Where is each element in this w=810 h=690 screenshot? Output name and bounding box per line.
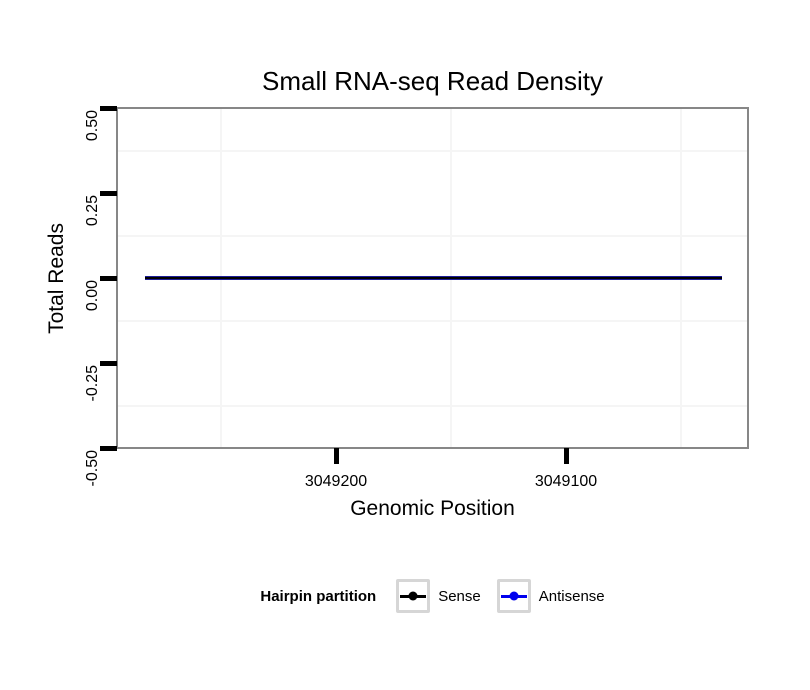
y-axis-tick-mark: [100, 360, 117, 366]
legend-item-sense: Sense: [396, 579, 481, 613]
y-axis-tick-label: -0.50: [84, 450, 101, 487]
x-axis-tick-mark: [563, 448, 569, 464]
legend-key-sense: [396, 579, 431, 613]
legend-key-point-sense: [408, 591, 418, 601]
y-axis-tick-mark: [100, 275, 117, 281]
y-axis-tick-mark: [100, 190, 117, 196]
legend-key-point-antisense: [509, 591, 519, 601]
legend-item-antisense: Antisense: [496, 579, 605, 613]
x-axis-title: Genomic Position: [350, 497, 515, 520]
legend-entry-label-antisense: Antisense: [538, 587, 605, 605]
minor-gridline-horizontal: [118, 319, 747, 322]
series-line-sense: [145, 277, 723, 279]
plot-panel: [116, 107, 749, 449]
y-axis-title-wrap: Total Reads: [42, 107, 72, 449]
minor-gridline-horizontal: [118, 149, 747, 152]
y-axis-tick-label: 0.00: [84, 280, 101, 312]
plot-title: Small RNA-seq Read Density: [261, 66, 603, 96]
y-axis-title: Total Reads: [45, 222, 68, 334]
legend-key-antisense: [496, 579, 531, 613]
legend-entry-label-sense: Sense: [438, 587, 481, 605]
x-axis-tick-mark: [333, 448, 339, 464]
minor-gridline-horizontal: [118, 404, 747, 407]
y-axis-tick-label: -0.25: [84, 365, 101, 402]
x-axis-tick-label: 3049200: [304, 473, 368, 490]
legend: Hairpin partition Sense Antisense: [116, 577, 749, 615]
y-axis-tick-mark: [100, 445, 117, 451]
minor-gridline-horizontal: [118, 234, 747, 237]
y-axis-tick-label: 0.25: [84, 195, 101, 227]
y-axis-tick-label: 0.50: [84, 110, 101, 142]
x-axis-tick-label: 3049100: [534, 473, 598, 490]
y-axis-tick-mark: [100, 105, 117, 111]
legend-title: Hairpin partition: [260, 587, 377, 605]
